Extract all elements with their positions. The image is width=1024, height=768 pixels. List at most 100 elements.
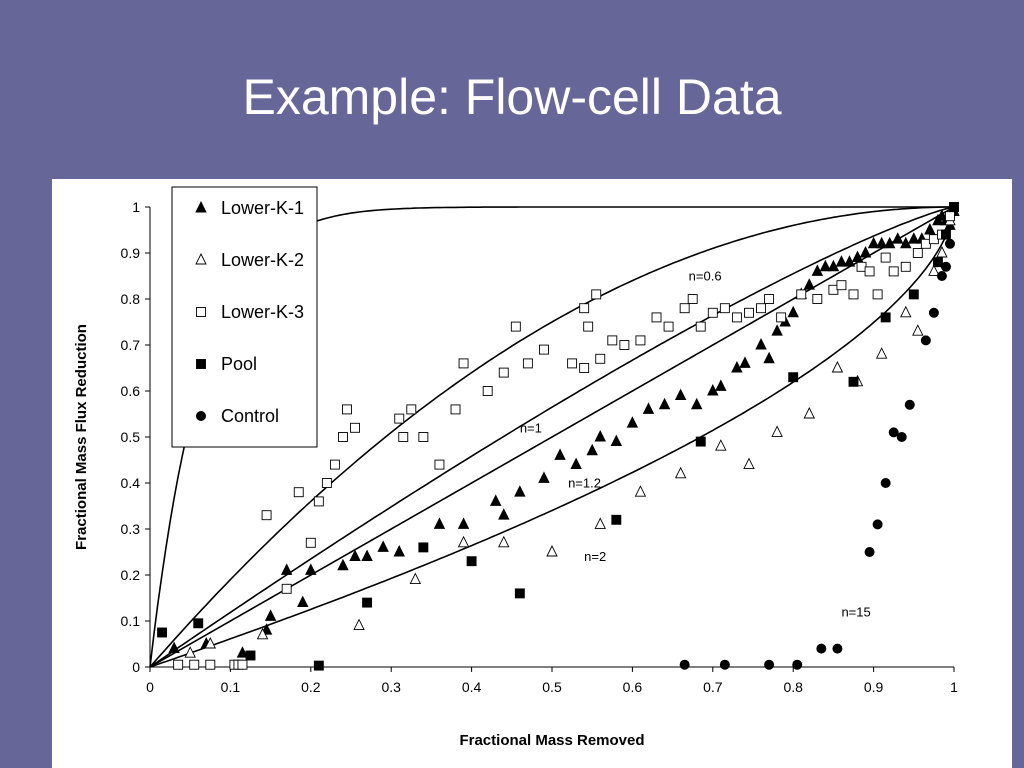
data-point bbox=[707, 307, 718, 318]
data-point bbox=[261, 510, 272, 521]
data-point bbox=[707, 383, 719, 396]
legend-item: Pool bbox=[196, 354, 257, 374]
data-point bbox=[912, 248, 923, 258]
chart-panel: 0 0.1 0.2 0.3 0.4 0.5 0.6 0.7 0.8 0.9 1 0 0.1 0.2 0.3 0… bbox=[52, 179, 1012, 768]
data-point bbox=[941, 229, 951, 240]
data-point bbox=[280, 563, 293, 575]
data-point bbox=[409, 572, 422, 585]
data-point bbox=[482, 386, 493, 396]
data-point bbox=[514, 485, 526, 497]
curve-label: n=1.2 bbox=[568, 476, 601, 491]
data-point bbox=[867, 236, 880, 249]
data-point bbox=[900, 305, 912, 318]
data-point bbox=[928, 307, 939, 318]
data-point bbox=[554, 448, 566, 460]
data-point bbox=[539, 344, 549, 355]
data-point bbox=[679, 659, 690, 670]
data-point bbox=[522, 358, 533, 369]
data-point bbox=[297, 595, 309, 608]
data-point bbox=[329, 459, 340, 470]
data-point bbox=[489, 494, 502, 506]
data-point bbox=[764, 659, 775, 670]
data-point bbox=[349, 549, 361, 562]
data-point bbox=[342, 404, 352, 415]
data-point bbox=[936, 271, 947, 281]
data-point bbox=[338, 432, 348, 442]
legend-marker bbox=[195, 200, 207, 213]
model-curve bbox=[149, 206, 954, 668]
data-point bbox=[651, 312, 662, 323]
data-point bbox=[313, 660, 324, 671]
data-point bbox=[245, 650, 256, 661]
y-tick-label: 1 bbox=[132, 199, 140, 215]
x-axis-title: Fractional Mass Removed bbox=[459, 732, 644, 749]
data-point bbox=[642, 402, 655, 414]
legend-item: Control bbox=[196, 406, 279, 426]
data-point bbox=[875, 347, 888, 359]
x-tick-label: 0.4 bbox=[462, 679, 482, 695]
data-point bbox=[634, 485, 647, 497]
data-point bbox=[832, 643, 843, 654]
data-point bbox=[256, 627, 269, 640]
model-curve bbox=[149, 206, 955, 668]
series-control bbox=[679, 238, 955, 670]
legend-label: Lower-K-2 bbox=[221, 250, 304, 270]
data-point bbox=[313, 496, 324, 507]
data-point bbox=[305, 563, 317, 575]
data-point bbox=[538, 471, 550, 483]
data-point bbox=[293, 487, 304, 498]
x-tick-label: 0.1 bbox=[221, 679, 241, 695]
data-point bbox=[377, 540, 389, 552]
data-point bbox=[350, 422, 360, 433]
legend-label: Control bbox=[221, 406, 279, 426]
data-point bbox=[157, 627, 168, 638]
data-point bbox=[393, 544, 405, 557]
data-point bbox=[859, 245, 872, 258]
data-point bbox=[594, 517, 606, 529]
model-curve bbox=[149, 206, 955, 668]
data-point bbox=[835, 255, 848, 267]
data-point bbox=[864, 266, 875, 277]
data-point bbox=[803, 406, 816, 419]
data-point bbox=[281, 583, 292, 594]
series-lower-k-3 bbox=[173, 211, 955, 670]
data-point bbox=[739, 356, 751, 368]
data-point bbox=[457, 517, 470, 529]
data-point bbox=[880, 252, 891, 263]
data-point bbox=[880, 478, 891, 488]
x-tick-label: 0 bbox=[146, 679, 154, 695]
data-point bbox=[743, 457, 755, 470]
legend-box bbox=[171, 186, 318, 448]
y-tick-label: 0.6 bbox=[121, 383, 141, 399]
data-point bbox=[719, 659, 730, 670]
data-point bbox=[776, 312, 787, 323]
data-point bbox=[236, 646, 249, 658]
data-point bbox=[900, 236, 912, 249]
data-point bbox=[744, 307, 754, 318]
data-point bbox=[514, 588, 525, 599]
legend-label: Lower-K-1 bbox=[221, 198, 304, 218]
data-point bbox=[205, 659, 216, 670]
data-point bbox=[904, 399, 915, 410]
x-tick-label: 1 bbox=[950, 679, 958, 695]
x-tick-label: 0.8 bbox=[783, 679, 803, 695]
data-point bbox=[466, 556, 477, 567]
data-point bbox=[932, 257, 943, 268]
data-point bbox=[619, 340, 630, 350]
x-tick-label: 0.6 bbox=[623, 679, 643, 695]
data-point bbox=[803, 278, 816, 290]
data-point bbox=[610, 434, 623, 447]
x-tick-label: 0.2 bbox=[301, 679, 321, 695]
data-point bbox=[944, 238, 955, 249]
data-point bbox=[305, 537, 316, 548]
legend-item: Lower-K-3 bbox=[196, 302, 304, 322]
data-point bbox=[663, 321, 674, 332]
data-point bbox=[864, 547, 875, 557]
data-point bbox=[811, 264, 824, 276]
data-point bbox=[361, 549, 373, 562]
y-tick-label: 0.5 bbox=[121, 429, 141, 445]
data-point bbox=[924, 222, 936, 235]
data-point bbox=[193, 618, 204, 629]
data-point bbox=[763, 351, 775, 364]
data-point bbox=[715, 439, 727, 451]
